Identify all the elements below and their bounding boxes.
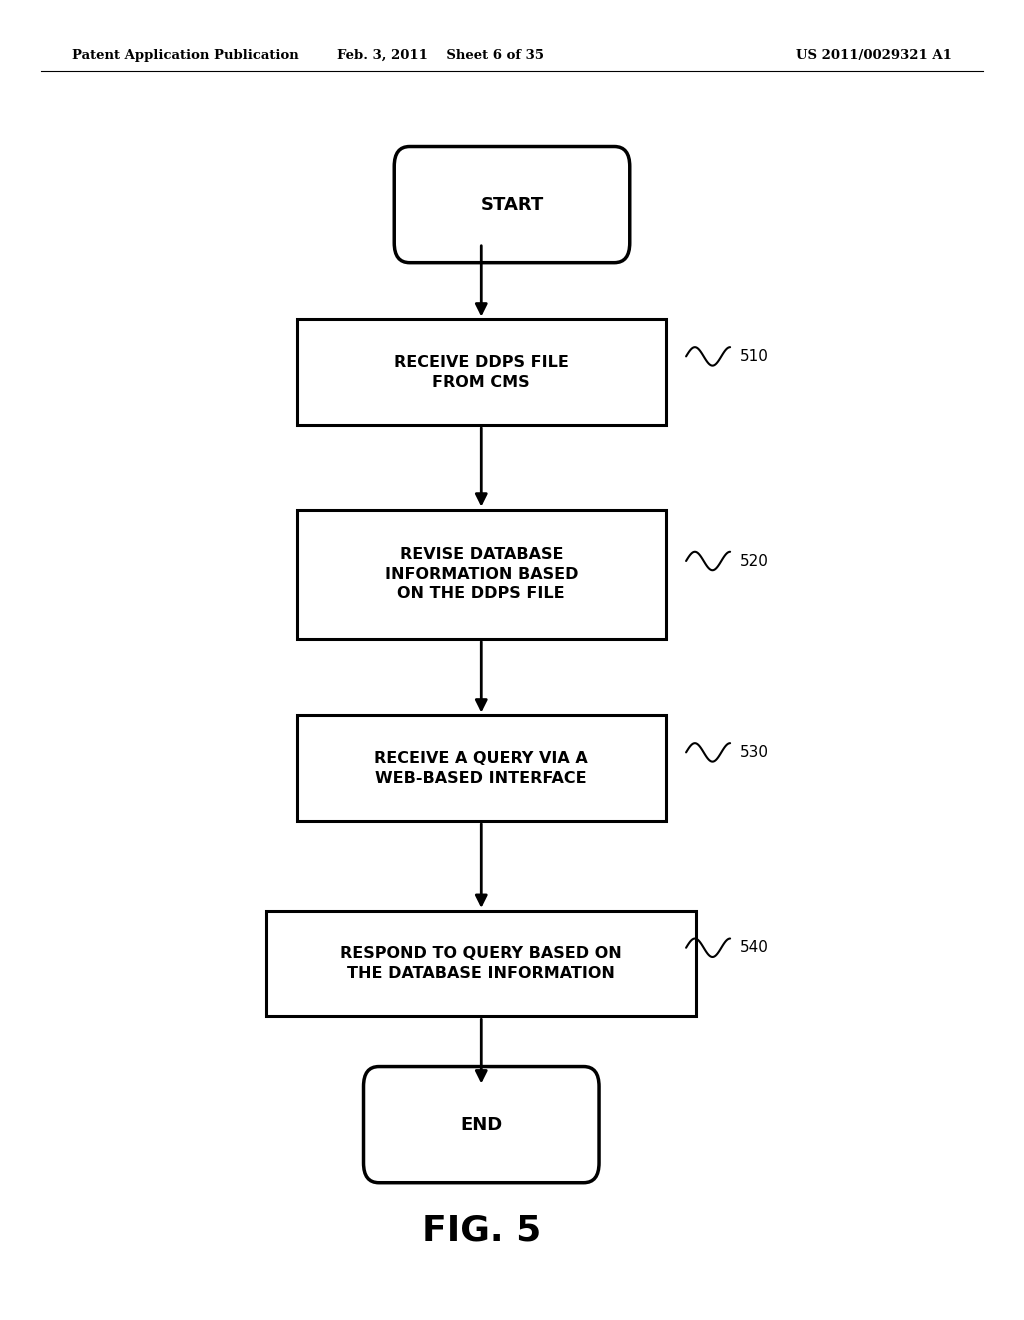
FancyBboxPatch shape <box>394 147 630 263</box>
Text: 530: 530 <box>740 744 769 760</box>
Text: Patent Application Publication: Patent Application Publication <box>72 49 298 62</box>
Text: 540: 540 <box>740 940 769 956</box>
Text: RECEIVE DDPS FILE
FROM CMS: RECEIVE DDPS FILE FROM CMS <box>394 355 568 389</box>
FancyBboxPatch shape <box>266 911 696 1016</box>
Text: 510: 510 <box>740 348 769 364</box>
Text: RESPOND TO QUERY BASED ON
THE DATABASE INFORMATION: RESPOND TO QUERY BASED ON THE DATABASE I… <box>340 946 623 981</box>
Text: REVISE DATABASE
INFORMATION BASED
ON THE DDPS FILE: REVISE DATABASE INFORMATION BASED ON THE… <box>385 546 578 602</box>
FancyBboxPatch shape <box>364 1067 599 1183</box>
FancyBboxPatch shape <box>297 715 666 821</box>
FancyBboxPatch shape <box>297 319 666 425</box>
Text: START: START <box>480 195 544 214</box>
Text: US 2011/0029321 A1: US 2011/0029321 A1 <box>797 49 952 62</box>
Text: Feb. 3, 2011    Sheet 6 of 35: Feb. 3, 2011 Sheet 6 of 35 <box>337 49 544 62</box>
Text: 520: 520 <box>740 553 769 569</box>
Text: FIG. 5: FIG. 5 <box>422 1213 541 1247</box>
Text: RECEIVE A QUERY VIA A
WEB-BASED INTERFACE: RECEIVE A QUERY VIA A WEB-BASED INTERFAC… <box>375 751 588 785</box>
FancyBboxPatch shape <box>297 510 666 639</box>
Text: END: END <box>460 1115 503 1134</box>
